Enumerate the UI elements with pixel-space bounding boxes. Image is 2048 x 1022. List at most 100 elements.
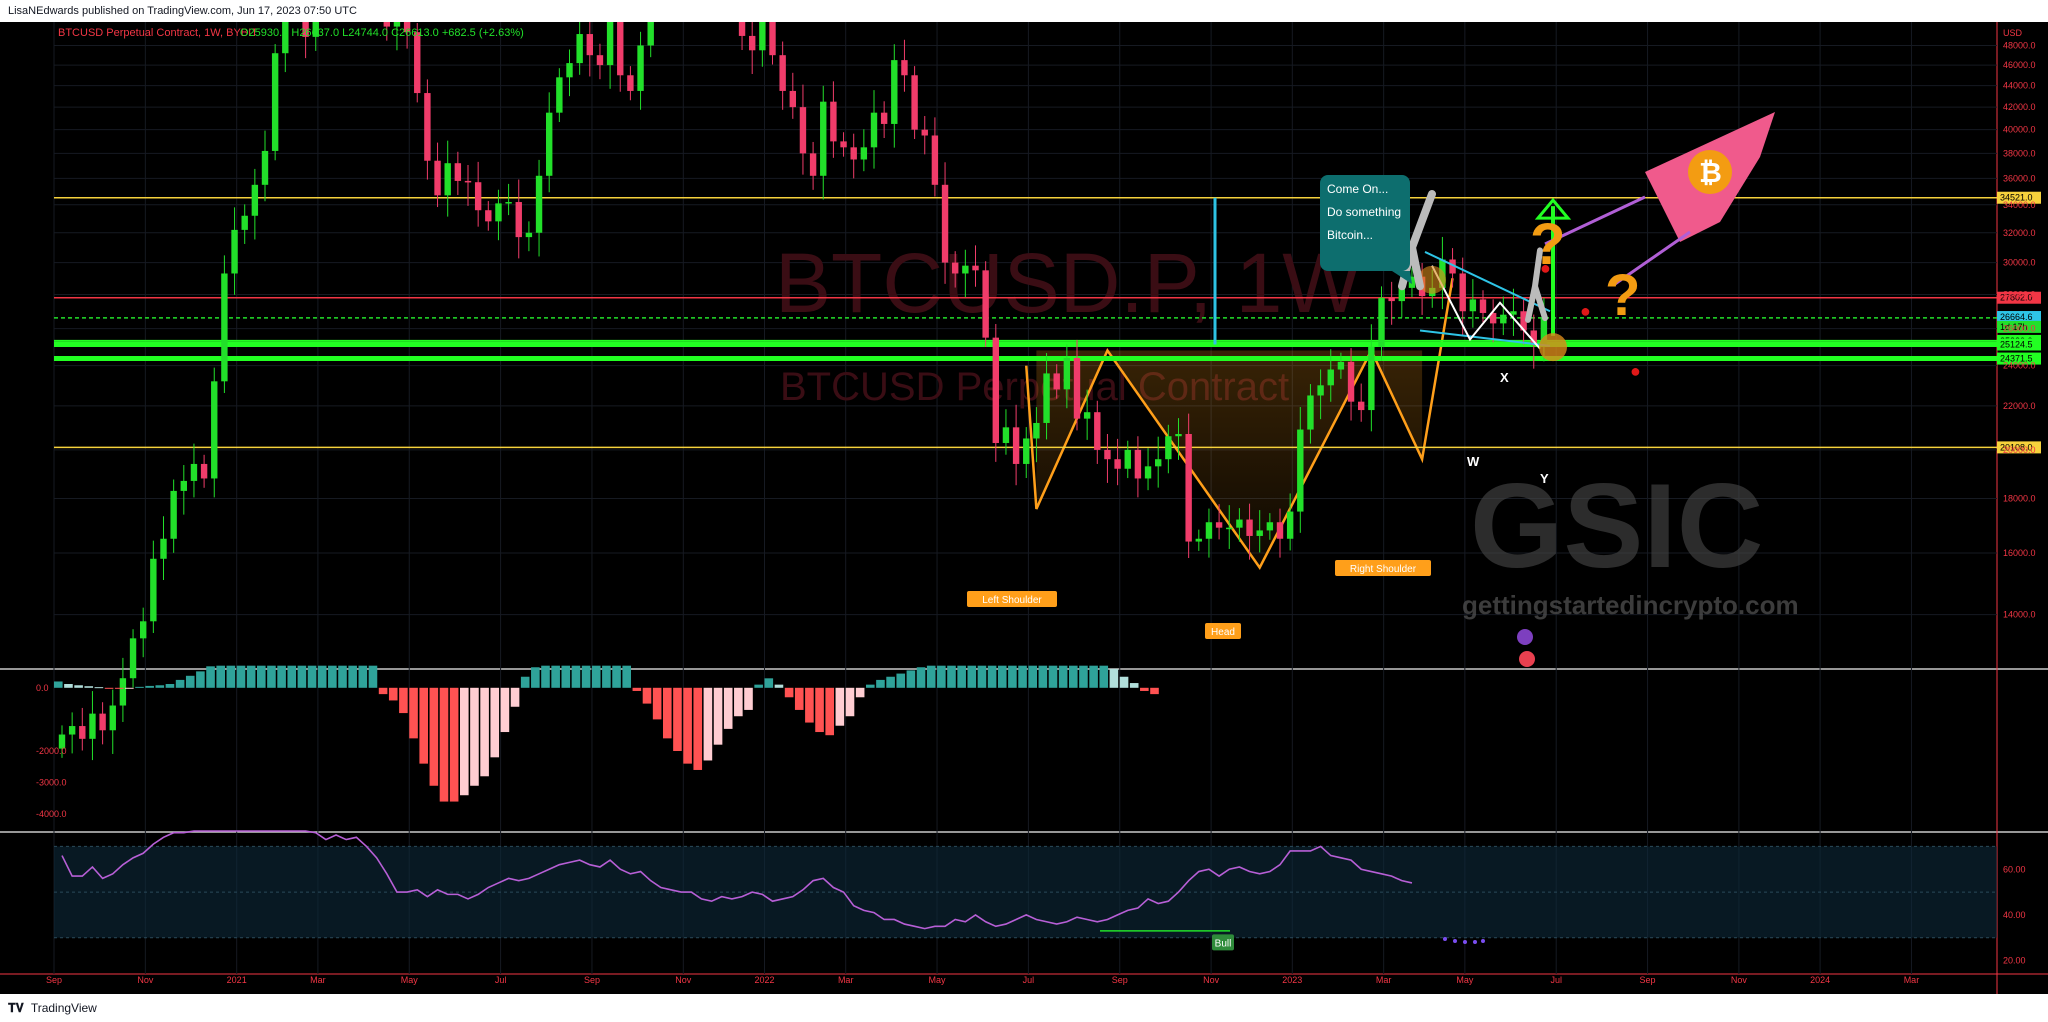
hist-bar — [764, 678, 774, 688]
hist-bar — [216, 665, 225, 688]
candle-body — [799, 107, 807, 154]
hist-bar — [439, 687, 449, 802]
speech-bubble: Come On... Do something Bitcoin... — [1320, 175, 1412, 284]
candle-body — [1408, 276, 1416, 288]
candle-body — [1317, 385, 1324, 396]
time-tick-label: Jul — [1023, 975, 1035, 985]
level-price-label: 25124.5 — [2000, 340, 2033, 350]
candle-body — [1368, 346, 1375, 411]
hist-bar — [338, 665, 347, 688]
candle-body — [1327, 369, 1334, 386]
rsi-tick-label: 40.00 — [2003, 910, 2026, 920]
speech-bubble-tail — [1392, 271, 1412, 284]
time-tick-label: 2022 — [754, 975, 774, 985]
candle-body — [921, 129, 928, 136]
bull-label: Bull — [1215, 938, 1232, 949]
candle-body — [150, 558, 157, 622]
hist-bar — [571, 665, 581, 688]
candle-body — [79, 726, 86, 739]
speech-line-1: Come On... — [1327, 182, 1388, 196]
time-tick-label: Nov — [1731, 975, 1748, 985]
hist-bar — [1058, 665, 1068, 688]
footer: 𝐓𝐕 TradingView — [0, 994, 2048, 1022]
price-tick-label: 24000.0 — [2003, 361, 2036, 371]
candle-body — [749, 35, 756, 51]
chart-legend-ohlc: O25930.5 H26637.0 L24744.0 C26613.0 +682… — [240, 27, 524, 39]
hist-bar — [1079, 665, 1088, 688]
candle-body — [89, 713, 96, 739]
trading-chart[interactable]: BTCUSD.P, 1W BTCUSD Perpetual Contract G… — [0, 22, 2048, 994]
price-tick-label: 46000.0 — [2003, 60, 2036, 70]
candle-body — [1479, 299, 1487, 313]
hist-bar — [541, 665, 550, 688]
hist-bar — [449, 687, 459, 802]
candle-body — [840, 141, 847, 148]
candle-body — [1540, 318, 1548, 345]
price-tick-label: 16000.0 — [2003, 548, 2036, 558]
candle-body — [180, 480, 187, 491]
hist-bar — [967, 665, 977, 688]
hist-bar — [683, 687, 692, 764]
hist-bar — [206, 666, 215, 688]
time-tick-label: Sep — [1112, 975, 1128, 985]
hist-bar — [805, 687, 814, 723]
hist-bar — [581, 665, 591, 688]
candle-body — [1337, 361, 1345, 370]
magnet-icon: ? — [1530, 212, 1565, 277]
hist-bar — [287, 665, 297, 688]
stick-figure-icon — [1525, 247, 1548, 323]
lightning-icon — [1517, 629, 1533, 645]
level-price-tag — [1997, 441, 2041, 454]
time-tick-label: Mar — [1376, 975, 1392, 985]
rsi-band — [54, 846, 1997, 938]
candle-body — [1175, 433, 1182, 437]
candle-body — [454, 163, 462, 181]
candle-body — [1215, 522, 1223, 528]
hist-bar — [236, 665, 246, 688]
hist-bar — [591, 665, 601, 688]
hist-bar — [1119, 676, 1129, 688]
candle-body — [474, 182, 482, 211]
hist-bar — [470, 687, 479, 786]
candle-body — [241, 215, 248, 230]
magnet-icons: ? ? ● ● ● — [1530, 212, 1641, 381]
publish-header: LisaNEdwards published on TradingView.co… — [0, 0, 2048, 22]
hist-bar — [226, 665, 236, 688]
level-price-label: 20108.0 — [2000, 442, 2033, 452]
hist-tick-label: 0.0 — [36, 683, 49, 693]
hist-bar — [317, 665, 327, 688]
candle-body — [1124, 449, 1131, 469]
hist-bar — [54, 681, 63, 688]
hist-bar — [794, 687, 804, 710]
small-icons — [1517, 629, 1535, 667]
extra-price-label: 1d 17h — [2000, 322, 2028, 332]
dot-marker — [1453, 939, 1457, 943]
extra-price-label: 26664.6 — [2000, 312, 2033, 322]
candle-body — [576, 34, 583, 64]
candle-body — [1469, 299, 1477, 312]
candle-body — [637, 45, 644, 91]
candle-body — [119, 678, 127, 706]
candle-body — [170, 490, 177, 539]
candle-body — [1104, 449, 1111, 460]
hist-bar — [510, 687, 520, 707]
candle-body — [1388, 297, 1395, 302]
hist-tick-label: -2000.0 — [36, 746, 67, 756]
time-tick-label: Sep — [1640, 975, 1656, 985]
time-tick-label: 2024 — [1810, 975, 1830, 985]
candle-body — [505, 202, 512, 204]
hist-bar — [866, 684, 875, 688]
candle-body — [1002, 427, 1010, 444]
hist-bar — [165, 684, 175, 688]
wedge-lower-line — [1419, 329, 1551, 347]
candle-body — [1012, 427, 1020, 464]
candle-body — [1236, 519, 1243, 528]
pattern-line — [1025, 278, 1454, 571]
candle-body — [1347, 361, 1355, 402]
candle-body — [1033, 422, 1040, 439]
hist-bar — [145, 685, 154, 688]
hist-bar — [155, 685, 165, 688]
hist-bar — [713, 687, 723, 745]
candle-body — [1530, 330, 1537, 345]
wave-label-w: W — [1467, 454, 1480, 469]
